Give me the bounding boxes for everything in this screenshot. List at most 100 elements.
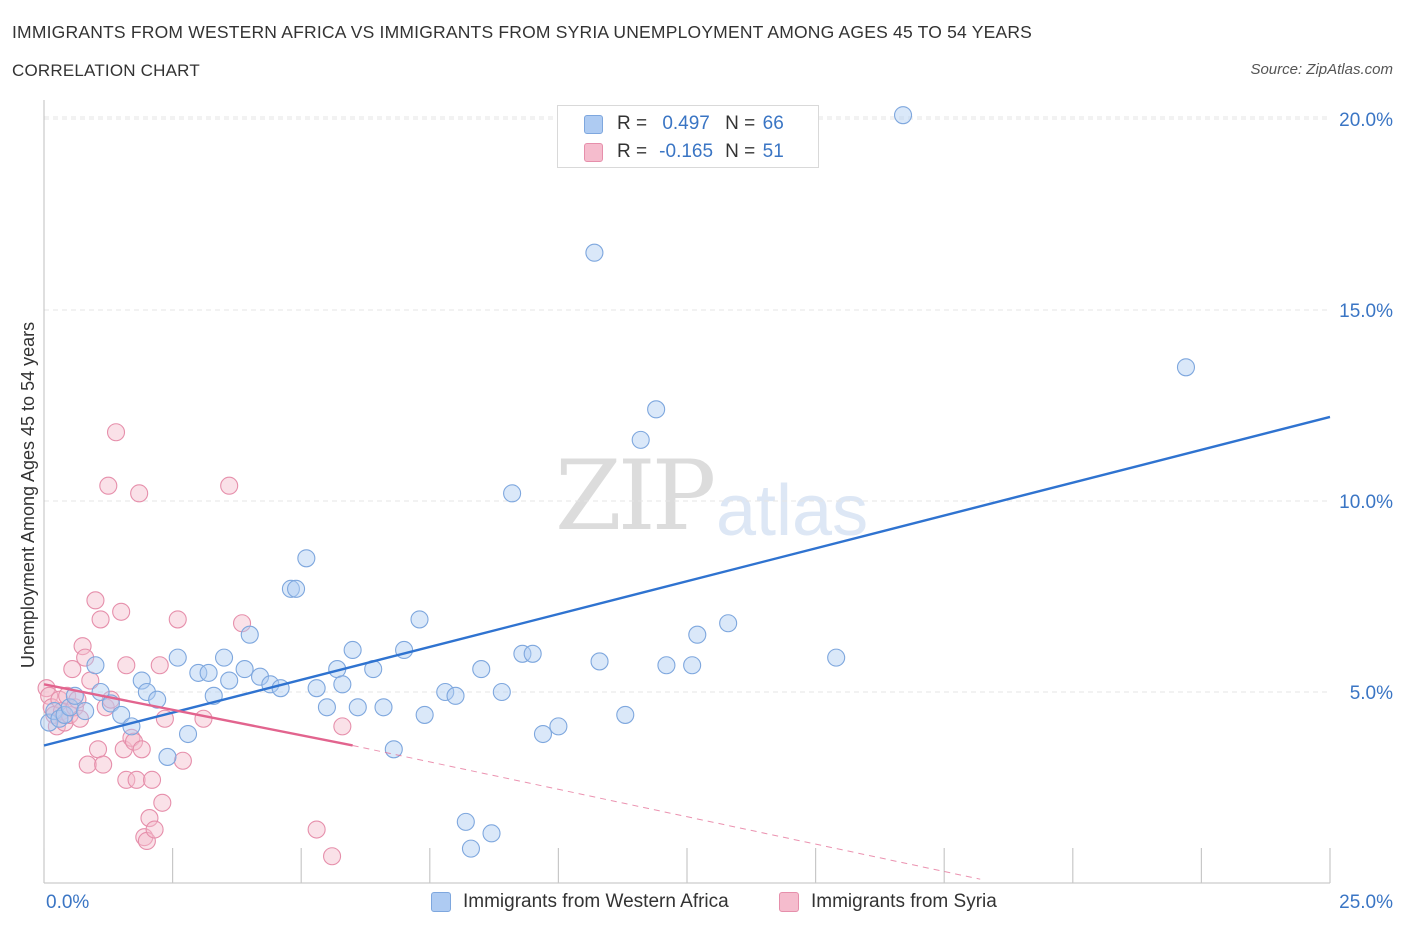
western-africa-point [297,549,316,568]
western-africa-point [616,705,635,724]
western-africa-point [719,614,738,633]
western-africa-point [688,625,707,644]
y-axis-label: Unemployment Among Ages 45 to 54 years [18,322,38,668]
western-africa-point [827,648,846,667]
western-africa-point [585,243,604,262]
western-africa-point [86,656,105,675]
x-tick-label-min: 0.0% [46,892,89,913]
legend-swatch-pink [584,142,603,162]
syria-point [194,709,213,728]
western-africa-point [148,690,167,709]
western-africa-point [250,667,270,686]
western-africa-point [40,713,59,732]
western-africa-point [178,724,198,744]
western-africa-point [631,430,650,449]
syria-trend-extension [352,744,981,880]
syria-point [307,820,326,839]
syria-point [127,770,146,789]
syria-point [106,423,126,442]
legend-n-value: 66 [762,113,784,134]
western-africa-point [436,682,455,702]
western-africa-point [132,671,151,690]
x-tick-label-max: 25.0% [1339,892,1393,913]
western-africa-point [343,640,362,660]
syria-point [333,717,352,736]
western-africa-point [112,705,131,724]
legend-row-syria: R = -0.165 N = 51 [584,140,791,164]
western-africa-point [683,656,702,675]
western-africa-point [590,652,609,671]
series-label: Immigrants from Western Africa [463,891,729,912]
series-swatch-blue [431,892,451,912]
western-africa-point [1176,358,1196,377]
western-africa-point [446,686,465,705]
watermark-zip: ZIP [555,440,716,552]
western-africa-point [533,724,553,744]
syria-point [124,732,144,751]
syria-point [73,637,92,656]
western-africa-point [158,747,177,766]
syria-point [63,660,82,679]
y-tick-label: 10.0% [1339,492,1393,513]
western-africa-point [456,812,475,831]
syria-point [142,770,162,789]
western-africa-point [374,698,393,717]
y-tick-label: 15.0% [1339,301,1393,322]
legend-n-value: 51 [762,141,784,162]
western-africa-point [287,579,306,598]
series-legend-western-africa: Immigrants from Western Africa [431,889,729,915]
syria-point [91,610,110,629]
legend-r-label: R = [617,141,648,162]
syria-point [117,656,136,675]
western-africa-point [76,702,95,721]
legend-swatch-blue [584,114,603,134]
source-credit: Source: ZipAtlas.com [1250,61,1393,78]
syria-point [150,656,169,675]
western-africa-point [60,698,79,717]
syria-point [323,847,342,866]
western-africa-point [893,106,913,125]
series-legend-syria: Immigrants from Syria [779,889,997,915]
syria-point [78,755,97,774]
legend-n-label: N = [725,141,756,162]
syria-point [88,740,108,759]
syria-point [140,809,159,828]
western-africa-point [482,824,501,843]
chart-subtitle: CORRELATION CHART [12,61,200,80]
western-africa-point [410,610,429,629]
western-africa-point [281,579,300,598]
syria-trend-line [43,683,353,747]
western-africa-point [214,648,234,667]
western-africa-point [317,698,336,717]
syria-point [145,820,164,839]
chart-title: IMMIGRANTS FROM WESTERN AFRICA VS IMMIGR… [12,22,1033,42]
western-africa-point [348,698,367,717]
syria-point [153,793,172,812]
western-africa-point [461,839,481,858]
syria-point [220,476,239,495]
western-africa-point [271,679,290,698]
y-tick-label: 5.0% [1350,683,1393,704]
western-africa-point [168,648,187,667]
western-africa-point [647,400,666,419]
western-africa-point [503,484,522,503]
western-africa-point [240,625,259,644]
western-africa-point [415,705,434,724]
western-africa-point [513,644,532,663]
western-africa-point [472,660,491,679]
western-africa-point [199,663,218,682]
series-label: Immigrants from Syria [811,891,997,912]
syria-point [130,484,149,503]
western-africa-point [492,682,511,702]
western-africa-point [549,717,568,736]
series-swatch-pink [779,892,799,912]
western-africa-point [189,663,208,682]
syria-point [86,591,105,610]
western-africa-trend-line [43,415,1331,747]
correlation-legend: R = 0.497 N = 66 R = -0.165 N = 51 [557,105,819,168]
western-africa-point [657,656,676,675]
western-africa-point [333,675,352,694]
syria-point [99,476,118,495]
western-africa-point [523,644,542,663]
